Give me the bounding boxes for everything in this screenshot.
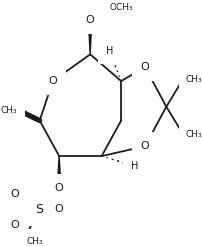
Text: H: H: [130, 161, 137, 171]
Text: CH₃: CH₃: [1, 106, 17, 115]
Text: OCH₃: OCH₃: [109, 3, 133, 12]
Text: O: O: [11, 220, 19, 230]
Text: O: O: [55, 183, 63, 193]
Text: CH₃: CH₃: [185, 130, 201, 139]
Text: O: O: [140, 62, 149, 72]
Text: S: S: [35, 203, 43, 216]
Text: O: O: [85, 15, 94, 25]
Text: O: O: [140, 141, 149, 151]
Text: O: O: [11, 189, 19, 199]
Text: CH₃: CH₃: [185, 75, 201, 84]
Polygon shape: [88, 20, 92, 54]
Text: H: H: [105, 46, 113, 56]
Text: O: O: [48, 76, 57, 86]
Text: O: O: [55, 204, 63, 215]
Text: CH₃: CH₃: [26, 237, 43, 246]
Polygon shape: [57, 156, 61, 186]
